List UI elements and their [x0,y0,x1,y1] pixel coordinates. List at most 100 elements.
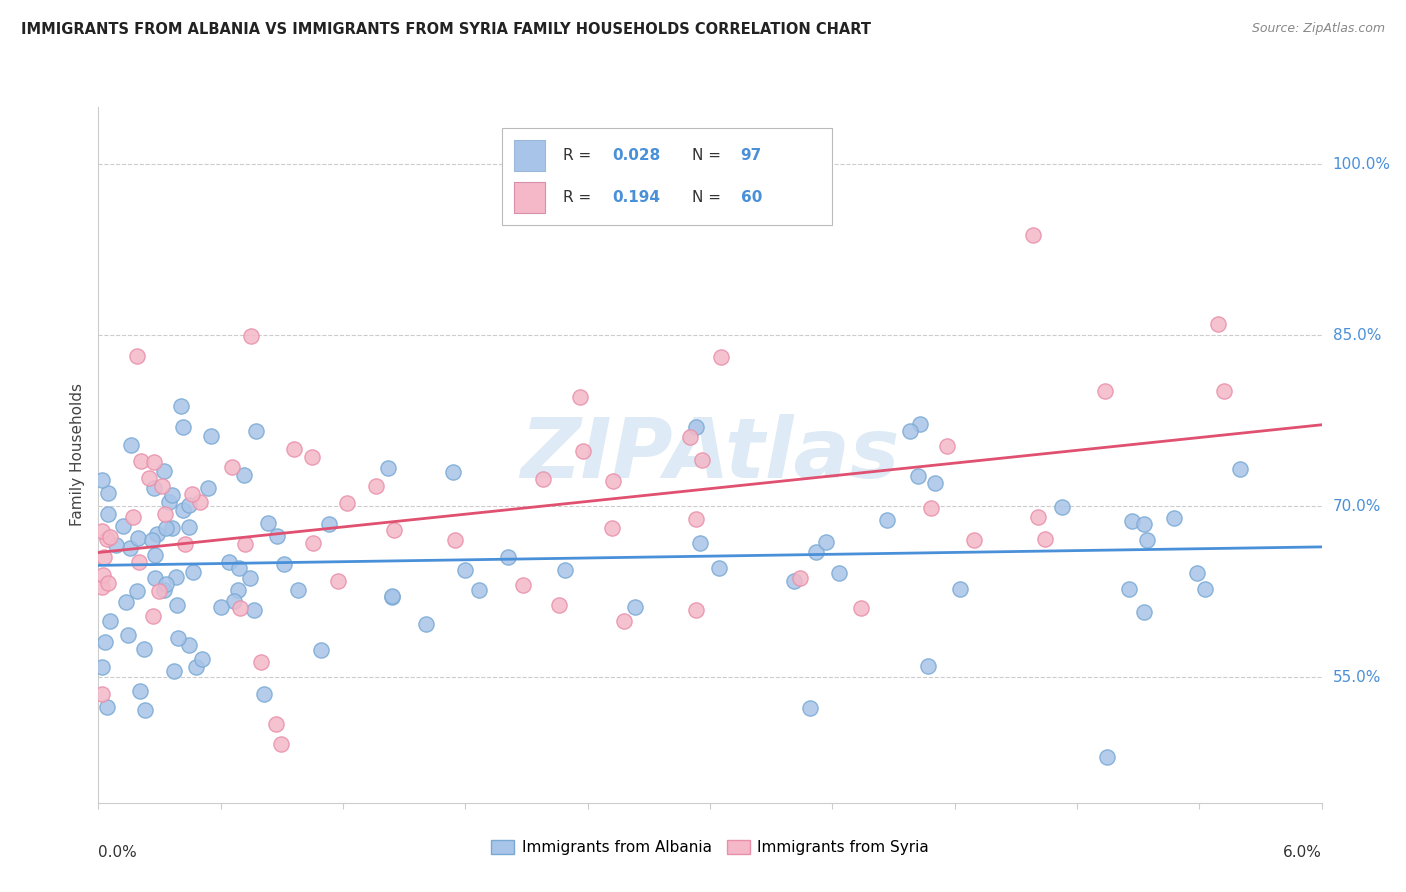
Point [94,635,117,649]
Point [117,627,139,641]
Point [849,601,872,615]
Point [181,565,204,579]
Point [963,533,986,547]
Point [146,527,169,541]
Point [125,584,148,599]
Point [257,516,280,530]
Point [221,460,243,475]
Point [152,583,174,598]
Point [104,538,127,552]
Point [1022,227,1045,242]
Point [91,687,114,701]
Point [98,530,121,544]
Point [709,560,731,574]
Point [166,598,188,612]
Point [685,420,707,434]
Point [828,566,851,581]
Point [948,582,970,596]
Point [287,582,309,597]
Point [1229,462,1251,476]
Point [162,665,184,679]
Text: R =: R = [564,148,596,163]
Point [120,438,142,452]
Point [115,595,138,609]
Point [200,429,222,443]
Point [381,590,404,604]
Point [364,479,387,493]
Point [1033,532,1056,546]
Point [153,507,176,521]
Point [454,563,477,577]
Point [600,521,623,535]
Text: IMMIGRANTS FROM ALBANIA VS IMMIGRANTS FROM SYRIA FAMILY HOUSEHOLDS CORRELATION C: IMMIGRANTS FROM ALBANIA VS IMMIGRANTS FR… [21,22,872,37]
Point [218,555,240,569]
Point [1194,582,1216,597]
Point [685,603,707,617]
Point [211,600,233,615]
Point [571,443,593,458]
Point [554,563,576,577]
Point [898,424,921,438]
Point [191,652,214,666]
Text: 6.0%: 6.0% [1282,845,1322,860]
Text: 100.0%: 100.0% [1333,157,1391,171]
Point [93,549,115,564]
Point [129,684,152,698]
Point [1121,514,1143,528]
Point [142,608,165,623]
Point [264,717,287,731]
Point [239,329,262,343]
Point [415,617,437,632]
Point [243,603,266,617]
Point [253,687,276,701]
Point [301,450,323,464]
Point [150,479,173,493]
Point [568,390,591,404]
Point [273,557,295,571]
Point [1133,516,1156,531]
Point [318,516,340,531]
Point [935,440,957,454]
Point [1094,384,1116,398]
Point [382,523,405,537]
Text: Source: ZipAtlas.com: Source: ZipAtlas.com [1251,22,1385,36]
Text: 0.194: 0.194 [612,190,661,205]
Text: 55.0%: 55.0% [1333,670,1381,685]
Point [710,350,733,364]
Point [143,455,166,469]
Point [381,589,404,603]
Point [91,580,114,594]
Point [96,533,118,547]
Point [789,570,811,584]
Point [226,582,249,597]
Point [1187,566,1209,581]
Point [233,537,256,551]
Point [613,614,636,628]
Text: 60: 60 [741,190,762,205]
Point [233,468,256,483]
Point [924,476,946,491]
Text: 85.0%: 85.0% [1333,327,1381,343]
Point [179,520,201,534]
Point [228,561,250,575]
Point [1206,318,1229,332]
Point [1163,511,1185,525]
Point [97,507,120,521]
Point [250,655,273,669]
Point [180,487,202,501]
Point [127,531,149,545]
Point [143,481,166,495]
Point [1133,605,1156,619]
Point [188,494,211,508]
Point [96,699,118,714]
Text: ZIPAtlas: ZIPAtlas [520,415,900,495]
Point [173,536,195,550]
Point [679,430,702,444]
Y-axis label: Family Households: Family Households [70,384,86,526]
Point [1095,749,1118,764]
Point [138,471,160,485]
Point [177,498,200,512]
Point [498,550,520,565]
Point [1212,384,1234,399]
Point [309,643,332,657]
